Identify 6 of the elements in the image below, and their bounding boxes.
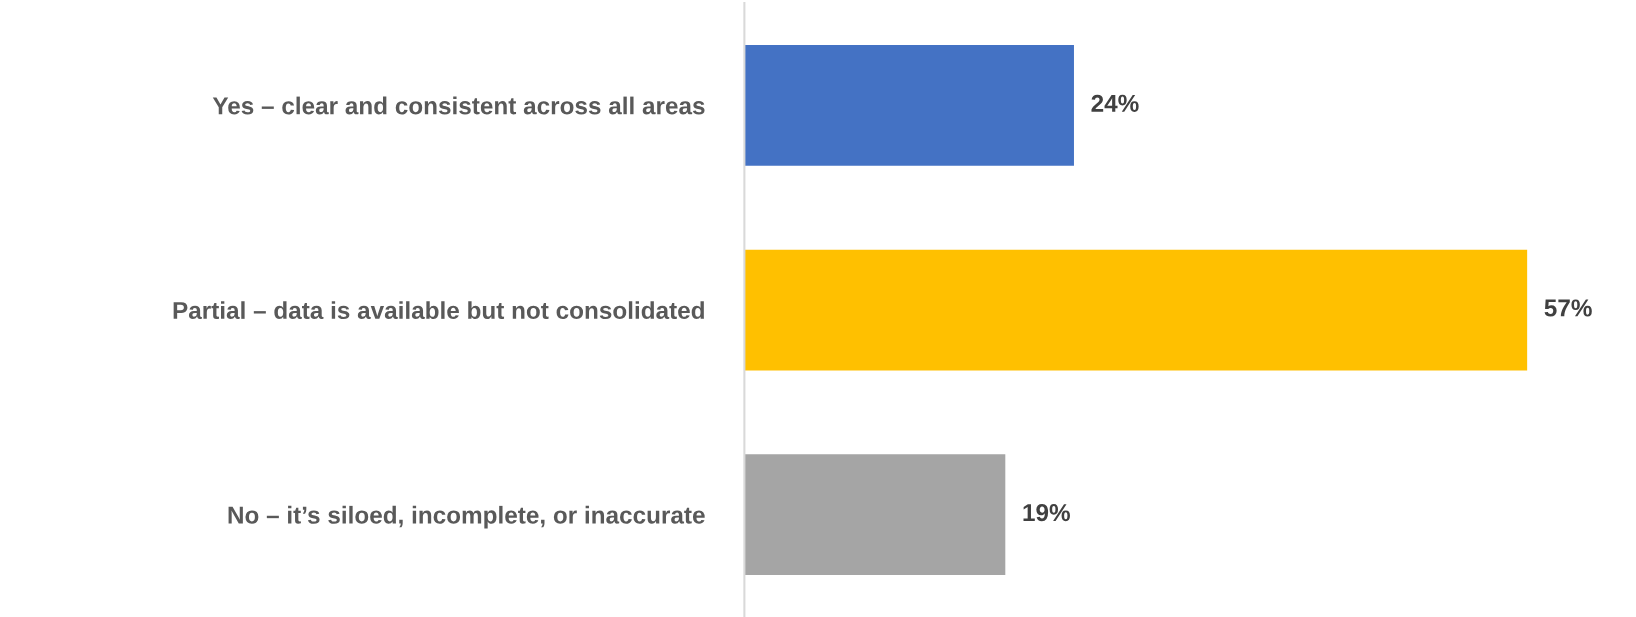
data-label: 19% [1023, 503, 1070, 522]
y-tick-label: No – it’s siloed, incomplete, or inaccurate [228, 505, 705, 529]
y-tick-label: Partial – data is available but not consolidated [173, 301, 704, 320]
y-tick-label: Yes – clear and consistent across all areas [212, 96, 705, 115]
data-label: 24% [1091, 94, 1139, 112]
data-label: 57% [1544, 299, 1592, 317]
